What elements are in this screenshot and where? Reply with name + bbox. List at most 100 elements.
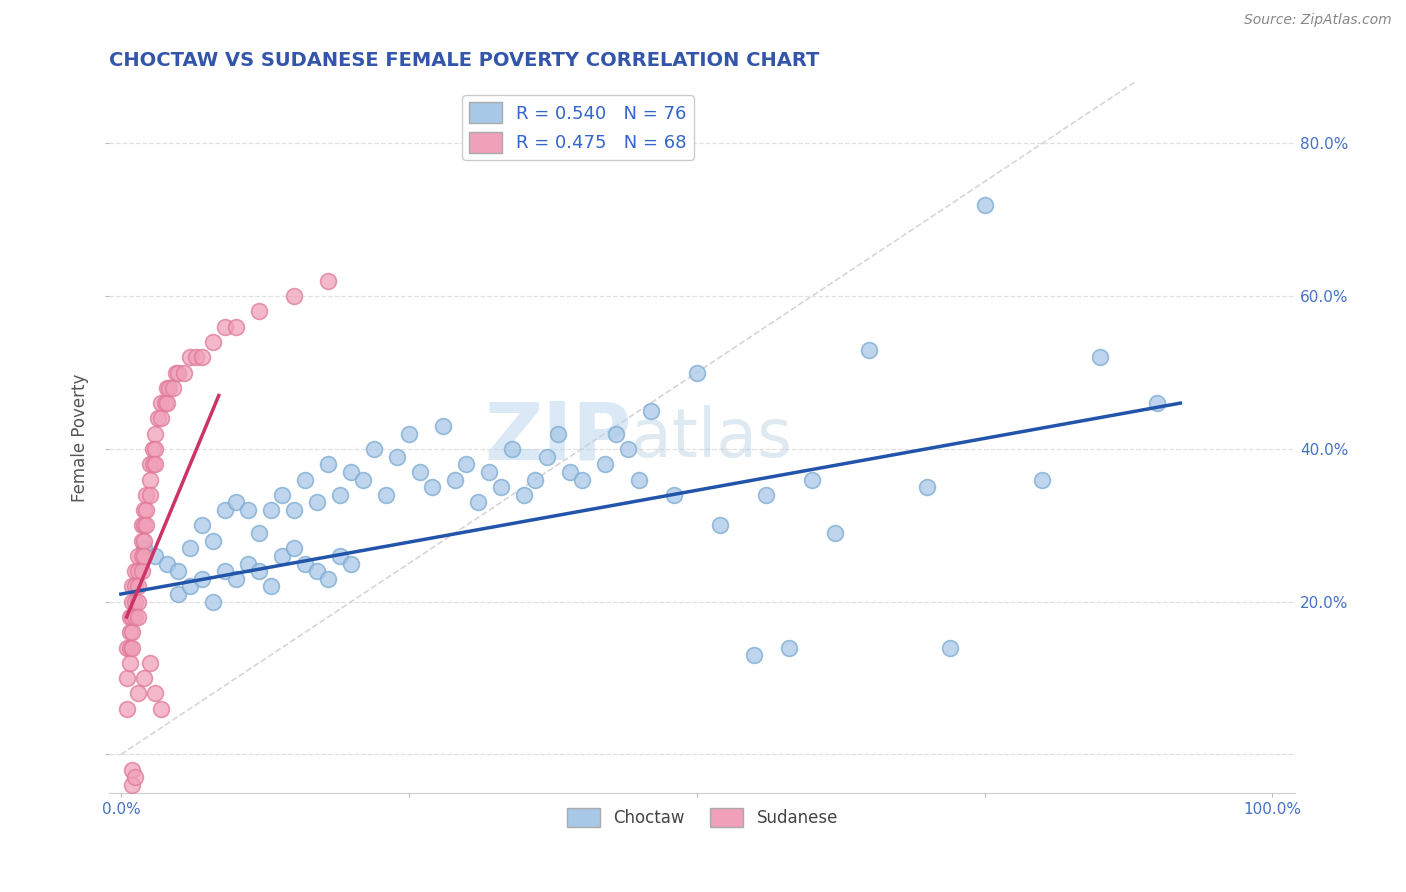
Point [340,557,363,571]
Point [150,701,173,715]
Point [131,549,153,563]
Point [800,473,823,487]
Point [329,549,352,563]
Point [162,381,184,395]
Point [247,304,270,318]
Point [305,564,328,578]
Point [173,366,195,380]
Point [478,465,501,479]
Point [146,411,169,425]
Point [127,686,149,700]
Point [283,289,305,303]
Point [124,771,146,785]
Point [190,351,212,365]
Point [236,557,259,571]
Point [1031,473,1053,487]
Point [685,366,707,380]
Point [1088,351,1111,365]
Point [352,473,374,487]
Point [165,366,187,380]
Point [135,518,157,533]
Point [145,426,167,441]
Point [558,465,581,479]
Point [214,503,236,517]
Point [145,442,167,456]
Point [121,778,143,792]
Point [571,473,593,487]
Point [628,473,651,487]
Point [247,526,270,541]
Legend: Choctaw, Sudanese: Choctaw, Sudanese [560,801,845,834]
Point [283,503,305,517]
Point [202,533,225,548]
Point [259,579,281,593]
Point [409,465,432,479]
Point [124,595,146,609]
Point [115,671,138,685]
Point [121,579,143,593]
Point [184,351,207,365]
Point [247,564,270,578]
Point [131,533,153,548]
Point [616,442,638,456]
Point [120,656,142,670]
Text: CHOCTAW VS SUDANESE FEMALE POVERTY CORRELATION CHART: CHOCTAW VS SUDANESE FEMALE POVERTY CORRE… [110,51,820,70]
Point [536,450,558,464]
Point [153,396,176,410]
Point [305,495,328,509]
Point [190,518,212,533]
Point [145,549,167,563]
Point [121,610,143,624]
Point [138,656,160,670]
Point [858,343,880,357]
Point [135,488,157,502]
Point [138,473,160,487]
Point [939,640,962,655]
Point [120,640,142,655]
Point [142,442,165,456]
Point [225,495,247,509]
Point [329,488,352,502]
Point [432,419,454,434]
Point [316,572,339,586]
Point [420,480,443,494]
Point [271,549,294,563]
Point [167,366,190,380]
Point [132,671,155,685]
Point [973,197,995,211]
Point [135,503,157,517]
Point [156,557,179,571]
Point [513,488,536,502]
Point [236,503,259,517]
Point [316,457,339,471]
Point [127,549,149,563]
Point [120,625,142,640]
Point [524,473,547,487]
Point [387,450,409,464]
Y-axis label: Female Poverty: Female Poverty [72,374,89,501]
Point [489,480,512,494]
Point [398,426,420,441]
Text: ZIP: ZIP [484,399,631,476]
Point [156,381,179,395]
Point [259,503,281,517]
Point [179,351,201,365]
Point [709,518,731,533]
Point [915,480,938,494]
Point [121,763,143,777]
Point [605,426,627,441]
Point [374,488,396,502]
Point [294,473,316,487]
Point [824,526,846,541]
Point [271,488,294,502]
Point [131,518,153,533]
Point [340,465,363,479]
Point [640,404,662,418]
Point [742,648,765,663]
Point [145,457,167,471]
Point [127,579,149,593]
Point [142,457,165,471]
Point [662,488,685,502]
Point [127,610,149,624]
Point [127,564,149,578]
